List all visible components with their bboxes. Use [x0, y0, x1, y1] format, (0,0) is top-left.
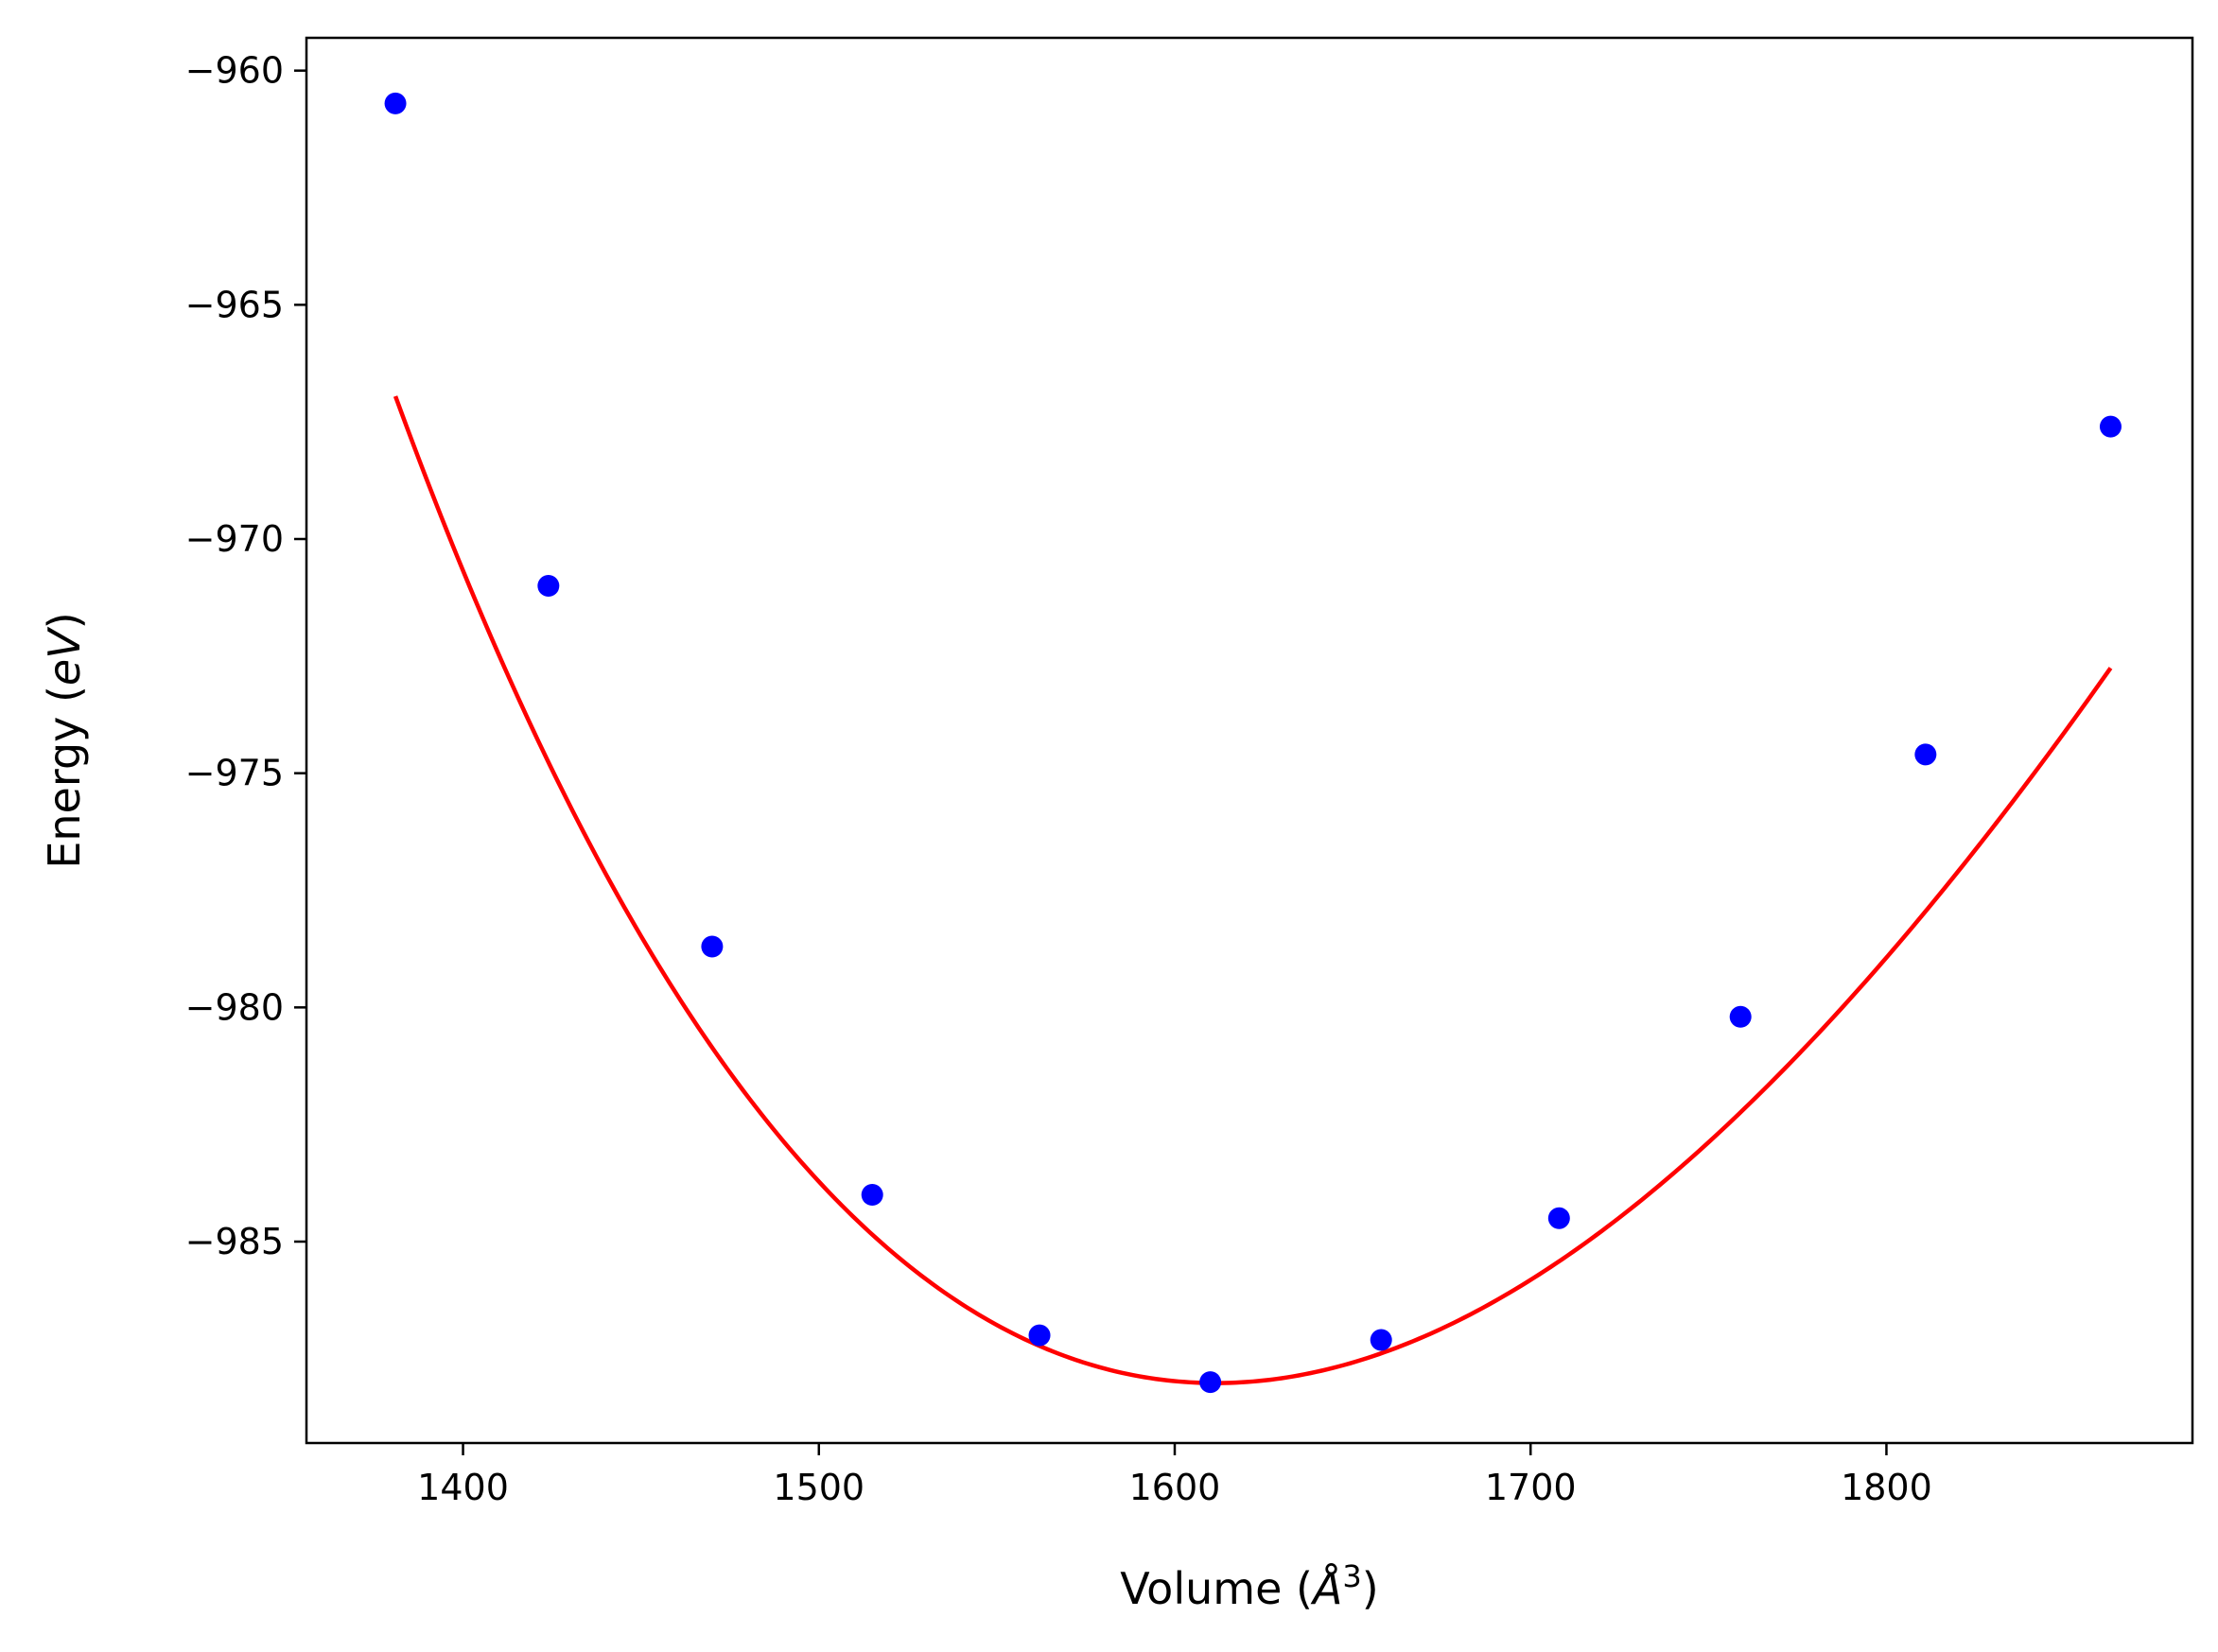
y-axis: −960 −965 −970 −975 −980 −985	[185, 50, 306, 1262]
x-tick-label: 1400	[417, 1467, 509, 1508]
fit-curve	[393, 395, 2113, 1385]
y-tick-label: −965	[185, 284, 284, 325]
y-axis-label: Energy (eV)	[39, 612, 90, 868]
y-tick-label: −975	[185, 753, 284, 794]
data-point	[2099, 415, 2122, 438]
data-point	[861, 1183, 883, 1206]
x-axis-label-suffix: )	[1362, 1563, 1379, 1614]
y-axis-label-suffix: )	[39, 612, 90, 629]
plot-area	[384, 92, 2122, 1394]
x-tick-label: 1500	[773, 1467, 864, 1508]
x-axis-label-prefix: Volume (	[1120, 1563, 1313, 1614]
x-tick-label: 1600	[1129, 1467, 1221, 1508]
data-point	[1914, 743, 1937, 766]
plot-frame	[305, 36, 2194, 1445]
x-axis-label: Volume (Å3)	[1120, 1558, 1378, 1614]
x-axis: 1400 1500 1600 1700 1800	[417, 1443, 1932, 1508]
y-axis-label-unit: eV	[39, 626, 90, 686]
data-point	[1547, 1207, 1570, 1229]
x-axis-label-superscript: 3	[1342, 1558, 1361, 1594]
y-tick-label: −980	[185, 986, 284, 1028]
y-tick-label: −970	[185, 518, 284, 560]
y-axis-label-prefix: Energy (	[39, 686, 90, 869]
data-point	[1199, 1371, 1222, 1394]
y-tick-label: −960	[185, 50, 284, 92]
data-point	[1028, 1324, 1051, 1347]
x-tick-label: 1700	[1485, 1467, 1577, 1508]
data-point	[1370, 1329, 1392, 1351]
x-tick-label: 1800	[1841, 1467, 1932, 1508]
y-tick-label: −985	[185, 1221, 284, 1262]
x-axis-label-unit: Å	[1310, 1563, 1342, 1614]
data-point	[384, 92, 407, 114]
data-point	[537, 575, 560, 598]
data-point	[1729, 1005, 1752, 1028]
data-point	[701, 935, 724, 958]
